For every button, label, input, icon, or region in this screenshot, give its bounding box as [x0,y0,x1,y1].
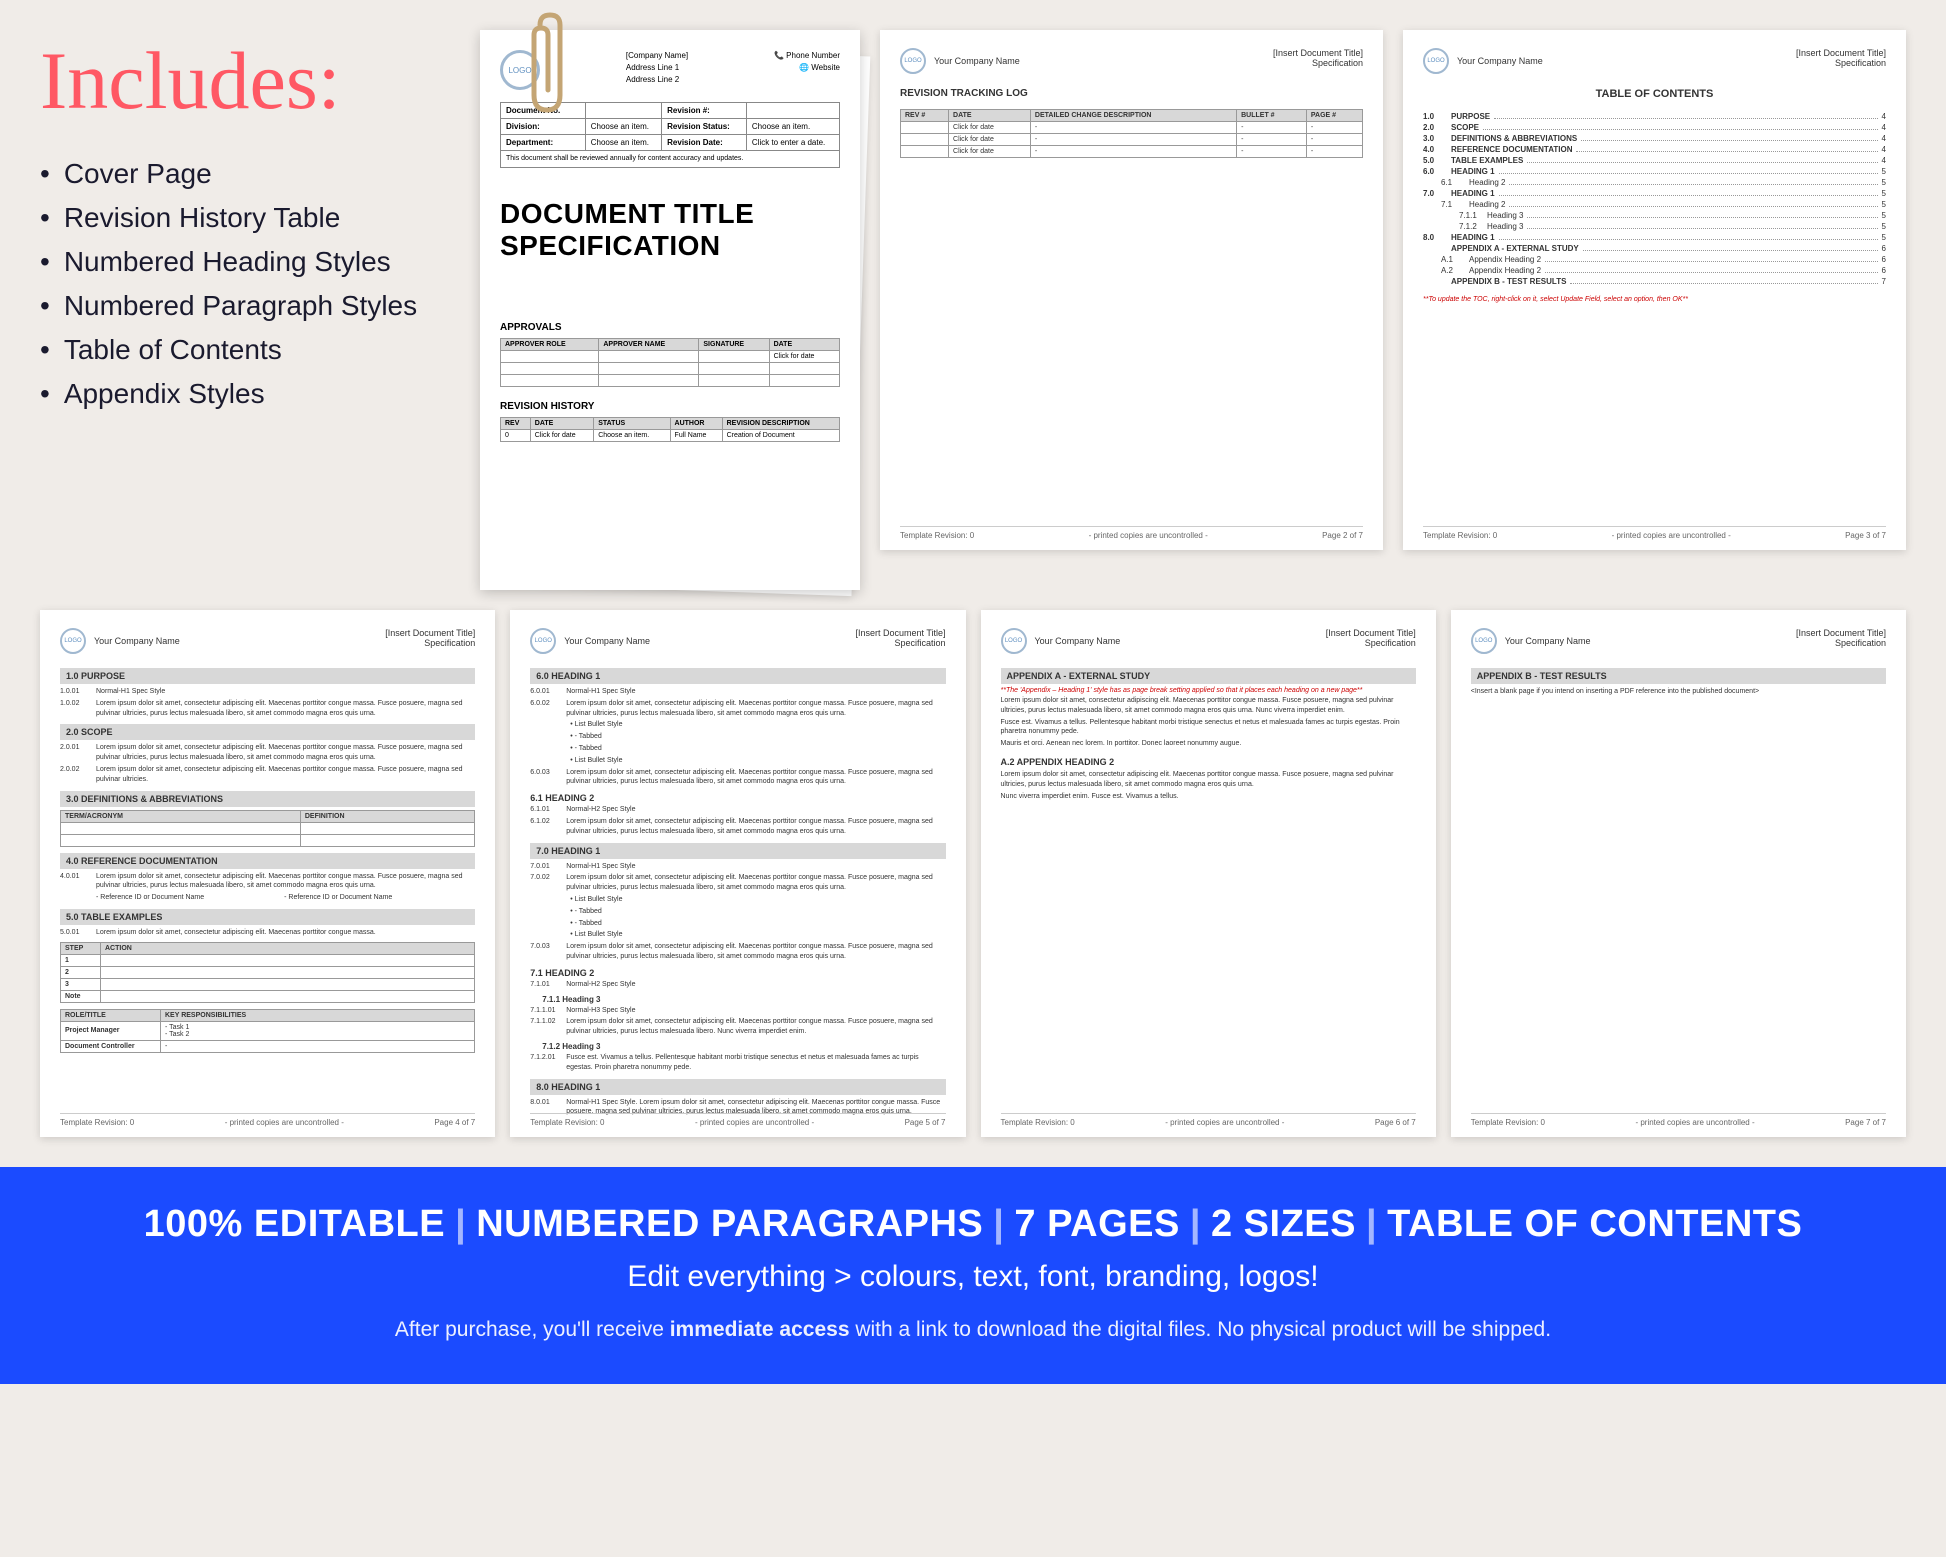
company-info: [Company Name]Address Line 1Address Line… [626,50,688,86]
doc-title: [Insert Document Title] [1273,48,1363,58]
para: Lorem ipsum dolor sit amet, consectetur … [1001,770,1416,790]
includes-item: Numbered Paragraph Styles [40,284,460,328]
doc-subtitle: Specification [1796,638,1886,648]
revhist-table: REVDATESTATUSAUTHORREVISION DESCRIPTION0… [500,417,840,442]
toc-title: TABLE OF CONTENTS [1423,88,1886,100]
para: Mauris et orci. Aenean nec lorem. In por… [1001,739,1416,749]
logo-icon: LOGO [1001,628,1027,654]
page-2-revision-log: LOGO Your Company Name [Insert Document T… [880,30,1383,550]
includes-item: Appendix Styles [40,372,460,416]
company-name: Your Company Name [934,56,1020,66]
company-name: Your Company Name [1457,56,1543,66]
doc-title: [Insert Document Title] [385,628,475,638]
doc-title: [Insert Document Title] [855,628,945,638]
cover-page-stack: LOGO [Company Name]Address Line 1Address… [480,30,860,590]
page-4: LOGO Your Company Name [Insert Document T… [40,610,495,1137]
includes-title: Includes: [40,40,460,122]
para: Fusce est. Vivamus a tellus. Pellentesqu… [1001,718,1416,738]
doc-title: [Insert Document Title] [1796,48,1886,58]
page-footer: Template Revision: 0- printed copies are… [900,526,1363,540]
footer-banner: 100% EDITABLE|NUMBERED PARAGRAPHS|7 PAGE… [0,1167,1946,1384]
includes-column: Includes: Cover PageRevision History Tab… [40,30,460,416]
logo-icon: LOGO [1423,48,1449,74]
doc-title: [Insert Document Title] [1326,628,1416,638]
review-note: This document shall be reviewed annually… [500,151,840,168]
bottom-pages-row: LOGO Your Company Name [Insert Document T… [0,610,1946,1167]
doc-title: [Insert Document Title] [1796,628,1886,638]
banner-edit-text: Edit everything > colours, text, font, b… [30,1260,1916,1294]
appendix-b-bar: APPENDIX B - TEST RESULTS [1471,668,1886,684]
appendix-subheading: A.2 APPENDIX HEADING 2 [1001,757,1416,767]
revision-log-table: REV #DATEDETAILED CHANGE DESCRIPTIONBULL… [900,109,1363,158]
toc-update-note: **To update the TOC, right-click on it, … [1423,296,1886,303]
toc-entries: 1.0PURPOSE42.0SCOPE43.0DEFINITIONS & ABB… [1423,112,1886,286]
includes-item: Table of Contents [40,328,460,372]
doc-subtitle: Specification [1273,58,1363,68]
logo-icon: LOGO [60,628,86,654]
revision-log-title: REVISION TRACKING LOG [900,88,1363,99]
banner-purchase-note: After purchase, you'll receive immediate… [30,1318,1916,1342]
doc-subtitle: Specification [1796,58,1886,68]
company-name: Your Company Name [1035,636,1121,646]
company-name: Your Company Name [94,636,180,646]
doc-subtitle: Specification [1326,638,1416,648]
page-5: LOGO Your Company Name [Insert Document T… [510,610,965,1137]
approvals-table: APPROVER ROLEAPPROVER NAMESIGNATUREDATEC… [500,338,840,387]
page-7: LOGO Your Company Name [Insert Document T… [1451,610,1906,1137]
blank-page-note: <Insert a blank page if you intend on in… [1471,687,1886,697]
title-line-1: DOCUMENT TITLE [500,198,840,230]
includes-list: Cover PageRevision History TableNumbered… [40,152,460,416]
includes-item: Cover Page [40,152,460,196]
para: Nunc viverra imperdiet enim. Fusce est. … [1001,792,1416,802]
appendix-note: **The 'Appendix – Heading 1' style has a… [1001,687,1416,694]
includes-item: Numbered Heading Styles [40,240,460,284]
title-line-2: SPECIFICATION [500,230,840,262]
doc-subtitle: Specification [855,638,945,648]
logo-icon: LOGO [1471,628,1497,654]
doc-subtitle: Specification [385,638,475,648]
approvals-label: APPROVALS [500,322,840,333]
para: Lorem ipsum dolor sit amet, consectetur … [1001,696,1416,716]
appendix-a-bar: APPENDIX A - EXTERNAL STUDY [1001,668,1416,684]
paperclip-icon [520,10,580,120]
banner-features: 100% EDITABLE|NUMBERED PARAGRAPHS|7 PAGE… [30,1203,1916,1246]
contact-info: 📞 Phone Number🌐 Website [774,50,840,74]
logo-icon: LOGO [530,628,556,654]
company-name: Your Company Name [1505,636,1591,646]
document-title: DOCUMENT TITLE SPECIFICATION [500,198,840,262]
page-footer: Template Revision: 0- printed copies are… [1423,526,1886,540]
company-name: Your Company Name [564,636,650,646]
revhist-label: REVISION HISTORY [500,401,840,412]
logo-icon: LOGO [900,48,926,74]
includes-item: Revision History Table [40,196,460,240]
page-6: LOGO Your Company Name [Insert Document T… [981,610,1436,1137]
top-section: Includes: Cover PageRevision History Tab… [0,0,1946,610]
page-3-toc: LOGO Your Company Name [Insert Document T… [1403,30,1906,550]
